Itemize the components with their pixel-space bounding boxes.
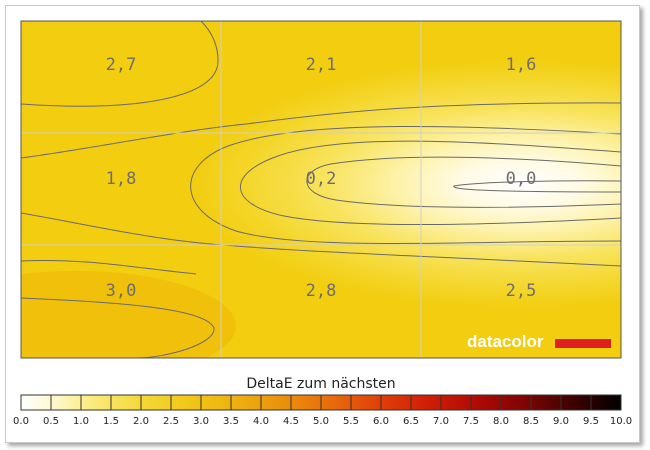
colorbar-tick-label: 2.0 <box>133 416 149 427</box>
colorbar-tick-label: 7.0 <box>433 416 449 427</box>
colorbar-tick-label: 8.0 <box>493 416 509 427</box>
colorbar-tick-label: 6.0 <box>373 416 389 427</box>
plot-border <box>20 20 622 359</box>
colorbar-tick-label: 4.0 <box>253 416 269 427</box>
colorbar-tick-label: 5.5 <box>343 416 359 427</box>
cell-label-r3c2: 2,8 <box>306 281 337 301</box>
colorbar-tick-label: 7.5 <box>463 416 479 427</box>
colorbar-title: DeltaE zum nächsten <box>246 376 395 392</box>
colorbar-tick-label: 1.5 <box>103 416 119 427</box>
cell-label-r1c2: 2,1 <box>306 55 337 75</box>
colorbar-tick-label: 9.0 <box>553 416 569 427</box>
heatmap-area <box>21 21 621 358</box>
colorbar-tick-label: 4.5 <box>283 416 299 427</box>
colorbar-tick-label: 1.0 <box>73 416 89 427</box>
cell-label-r2c1: 1,8 <box>106 169 137 189</box>
cell-label-r2c3: 0,0 <box>506 169 537 189</box>
cell-label-r3c3: 2,5 <box>506 281 537 301</box>
colorbar-tick-label: 10.0 <box>610 416 632 427</box>
logo-text: datacolor <box>467 332 544 351</box>
colorbar-ticks: 0.0 0.5 1.0 1.5 2.0 2.5 3.0 3.5 4.0 4.5 5.0 5.5 6.0 6… <box>13 395 632 427</box>
colorbar-tick-label: 2.5 <box>163 416 179 427</box>
cell-label-r1c1: 2,7 <box>106 55 137 75</box>
cell-label-r2c2: 0,2 <box>306 169 337 189</box>
cell-label-r3c1: 3,0 <box>106 281 137 301</box>
chart-frame: 2,7 2,1 1,6 1,8 0,2 0,0 3,0 2,8 2,5 data… <box>5 5 640 443</box>
colorbar-tick-label: 9.5 <box>583 416 599 427</box>
colorbar-tick-label: 8.5 <box>523 416 539 427</box>
colorbar-tick-label: 3.5 <box>223 416 239 427</box>
datacolor-logo: datacolor <box>467 332 611 351</box>
colorbar-tick-label: 5.0 <box>313 416 329 427</box>
cell-label-r1c3: 1,6 <box>506 55 537 75</box>
colorbar-tick-label: 0.0 <box>13 416 29 427</box>
cell-labels: 2,7 2,1 1,6 1,8 0,2 0,0 3,0 2,8 2,5 <box>106 55 537 301</box>
deltae-heatmap-chart: 2,7 2,1 1,6 1,8 0,2 0,0 3,0 2,8 2,5 data… <box>13 20 632 427</box>
contour-lines <box>21 21 621 358</box>
colorbar-tick-label: 3.0 <box>193 416 209 427</box>
colorbar-tick-label: 0.5 <box>43 416 59 427</box>
grid-lines <box>21 21 621 358</box>
colorbar-tick-label: 6.5 <box>403 416 419 427</box>
logo-accent-bar <box>555 339 611 348</box>
